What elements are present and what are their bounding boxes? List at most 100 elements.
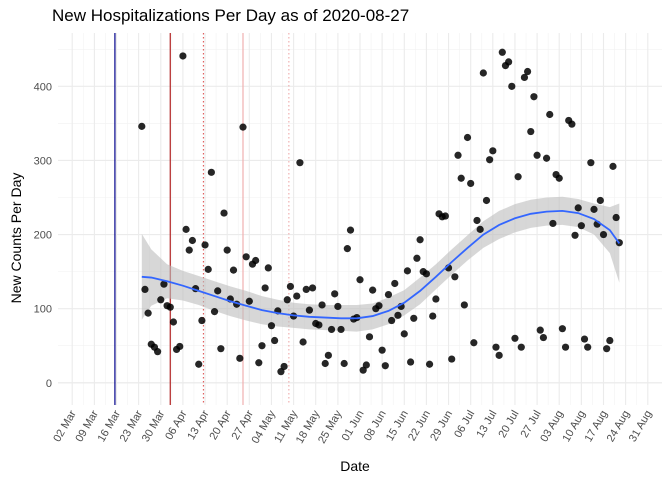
data-point — [346, 226, 355, 234]
data-point — [561, 343, 570, 351]
y-tick-label: 200 — [34, 230, 52, 242]
data-point — [160, 280, 168, 288]
data-point — [568, 120, 576, 128]
data-point — [334, 302, 342, 311]
data-point — [239, 123, 247, 131]
data-point — [451, 273, 459, 281]
data-point — [267, 322, 276, 330]
data-points — [138, 48, 623, 376]
data-point — [242, 253, 250, 261]
confidence-band — [141, 196, 620, 332]
data-point — [293, 292, 301, 300]
data-point — [470, 339, 478, 347]
data-point — [495, 351, 503, 359]
x-tick-label: 13 Jul — [474, 409, 499, 440]
data-point — [207, 168, 215, 176]
data-point — [571, 231, 579, 239]
data-point — [489, 147, 497, 155]
data-point — [514, 173, 522, 181]
data-point — [596, 196, 604, 205]
data-point — [473, 216, 481, 225]
data-point — [356, 276, 364, 284]
y-tick-label: 0 — [46, 378, 52, 390]
data-point — [201, 241, 209, 249]
data-point — [154, 348, 162, 356]
data-point — [400, 330, 408, 338]
data-point — [406, 358, 415, 366]
data-point — [498, 48, 506, 56]
data-point — [454, 151, 462, 159]
data-point — [511, 334, 519, 342]
data-point — [308, 284, 317, 292]
data-point — [286, 282, 295, 291]
data-point — [460, 301, 468, 309]
data-point — [410, 314, 418, 322]
data-point — [198, 316, 206, 325]
data-point — [394, 311, 402, 319]
data-point — [166, 303, 174, 311]
data-point — [245, 297, 253, 305]
data-point — [486, 156, 494, 164]
data-point — [315, 321, 323, 329]
data-point — [482, 196, 491, 205]
data-point — [252, 256, 260, 265]
data-point — [429, 312, 437, 320]
data-point — [479, 69, 487, 77]
x-axis-title: Date — [340, 458, 370, 474]
data-point — [590, 205, 598, 213]
data-point — [378, 346, 386, 354]
data-point — [546, 110, 554, 119]
data-point — [255, 359, 263, 367]
data-point — [413, 254, 421, 262]
data-point — [403, 267, 412, 275]
data-point — [527, 127, 535, 136]
data-point — [157, 296, 165, 304]
data-point — [381, 362, 389, 370]
data-point — [144, 309, 152, 317]
data-point — [305, 306, 314, 314]
data-point — [369, 286, 377, 294]
data-point — [612, 213, 620, 222]
data-point — [599, 230, 608, 239]
y-tick-label: 400 — [34, 81, 52, 93]
data-point — [229, 266, 238, 274]
data-point — [331, 290, 339, 298]
data-point — [343, 245, 351, 253]
data-point — [422, 270, 431, 278]
data-point — [280, 362, 288, 371]
data-point — [296, 159, 304, 167]
x-tick-label: 20 Jul — [496, 409, 521, 440]
data-point — [169, 318, 178, 326]
data-point — [214, 287, 222, 295]
data-point — [324, 351, 332, 359]
data-point — [603, 345, 611, 353]
data-point — [220, 209, 228, 217]
data-point — [138, 122, 146, 130]
data-point — [508, 82, 516, 90]
data-point — [185, 246, 193, 254]
data-point — [391, 279, 399, 288]
data-point — [283, 296, 291, 304]
x-tick-label: 06 Jul — [452, 409, 477, 440]
data-point — [258, 342, 266, 350]
data-point — [432, 295, 440, 303]
y-axis-title: New Counts Per Day — [8, 173, 24, 304]
data-point — [520, 73, 529, 82]
data-point — [549, 219, 557, 228]
confidence-band-layer — [141, 196, 620, 332]
data-point — [182, 225, 190, 233]
data-point — [448, 355, 456, 363]
data-point — [558, 325, 566, 333]
x-tick-label: 30 Mar — [140, 408, 168, 444]
data-point — [577, 222, 585, 230]
data-point — [533, 151, 541, 159]
data-point — [261, 284, 269, 292]
data-point — [476, 225, 484, 233]
data-point — [217, 345, 225, 353]
data-point — [606, 336, 614, 345]
y-tick-label: 100 — [34, 304, 52, 316]
data-point — [176, 342, 184, 351]
data-point — [321, 359, 329, 368]
data-point — [457, 174, 465, 182]
